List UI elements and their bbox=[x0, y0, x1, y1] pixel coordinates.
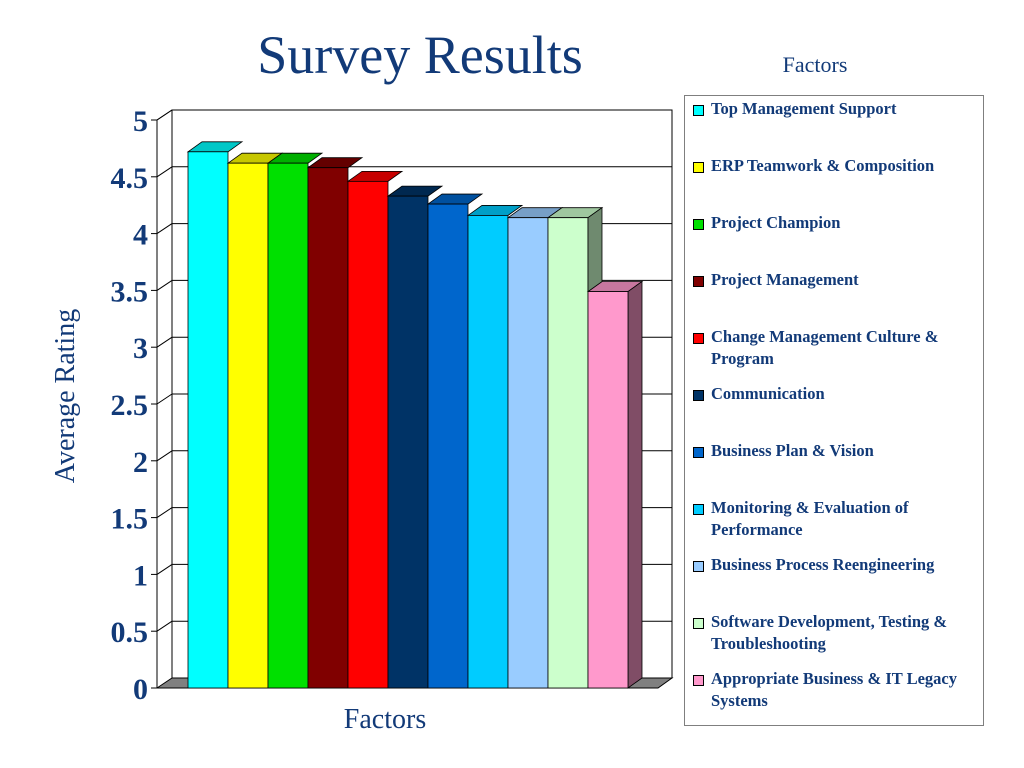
bar bbox=[546, 207, 604, 689]
legend-label: Software Development, Testing & Troubles… bbox=[711, 612, 948, 653]
bar bbox=[466, 205, 524, 689]
gridline-depth bbox=[156, 109, 173, 121]
bar-front bbox=[387, 195, 429, 689]
bar-front bbox=[507, 217, 549, 689]
bar-front bbox=[467, 215, 509, 689]
bars bbox=[186, 141, 644, 689]
bar bbox=[586, 280, 644, 689]
legend-item: Monitoring & Evaluation of Performance bbox=[693, 497, 979, 554]
chart-title: Survey Results bbox=[257, 25, 583, 85]
legend-label: Appropriate Business & IT Legacy Systems bbox=[711, 669, 958, 710]
bar-front bbox=[267, 162, 309, 689]
legend-swatch bbox=[693, 675, 704, 686]
legend-item: Communication bbox=[693, 383, 979, 440]
y-tick-label: 5 bbox=[133, 105, 148, 138]
y-tick-label: 3 bbox=[133, 332, 148, 365]
y-tick-label: 0.5 bbox=[111, 616, 149, 649]
legend-swatch bbox=[693, 219, 704, 230]
bar bbox=[386, 185, 444, 689]
legend-label: Project Champion bbox=[711, 213, 841, 232]
bar bbox=[346, 170, 404, 689]
bar-front bbox=[227, 162, 269, 689]
bar-front bbox=[347, 180, 389, 689]
bar bbox=[426, 193, 484, 689]
legend-swatch bbox=[693, 561, 704, 572]
legend-label: Monitoring & Evaluation of Performance bbox=[711, 498, 909, 539]
legend-label: ERP Teamwork & Composition bbox=[711, 156, 935, 175]
bar-front bbox=[427, 203, 469, 689]
legend-swatch bbox=[693, 333, 704, 344]
legend: Top Management Support ERP Teamwork & Com… bbox=[684, 95, 984, 726]
bar-front bbox=[547, 217, 589, 689]
gridline-depth bbox=[156, 223, 173, 235]
bar bbox=[266, 152, 324, 689]
legend-item: Change Management Culture & Program bbox=[693, 326, 979, 383]
legend-swatch bbox=[693, 618, 704, 629]
legend-label: Change Management Culture & Program bbox=[711, 327, 939, 368]
bar bbox=[226, 152, 284, 689]
legend-swatch bbox=[693, 504, 704, 515]
y-tick-label: 1.5 bbox=[111, 503, 149, 536]
legend-label: Communication bbox=[711, 384, 825, 403]
legend-title: Factors bbox=[782, 52, 848, 77]
legend-label: Business Process Reengineering bbox=[711, 555, 935, 574]
y-tick-label: 2.5 bbox=[111, 389, 149, 422]
y-axis: 0 0.5 1 1.5 2 2.5 3 3.5 4 4.5 5 bbox=[111, 105, 157, 706]
legend-swatch bbox=[693, 390, 704, 401]
legend-item: Business Plan & Vision bbox=[693, 440, 979, 497]
legend-swatch bbox=[693, 276, 704, 287]
y-tick-label: 1 bbox=[133, 559, 148, 592]
y-tick-label: 4.5 bbox=[111, 162, 149, 195]
legend-item: ERP Teamwork & Composition bbox=[693, 155, 979, 212]
gridline-depth bbox=[156, 450, 173, 462]
legend-item: Project Management bbox=[693, 269, 979, 326]
y-tick-label: 0 bbox=[133, 673, 148, 706]
bar-side bbox=[587, 206, 603, 293]
x-axis-title: Factors bbox=[344, 704, 426, 735]
legend-label: Business Plan & Vision bbox=[711, 441, 874, 460]
bar-front bbox=[187, 151, 229, 689]
legend-swatch bbox=[693, 162, 704, 173]
bar-side bbox=[627, 280, 643, 689]
bar-front bbox=[307, 167, 349, 689]
gridline-depth bbox=[156, 279, 173, 291]
y-tick-label: 4 bbox=[133, 219, 148, 252]
legend-label: Top Management Support bbox=[711, 99, 897, 118]
gridline-depth bbox=[156, 563, 173, 575]
legend-swatch bbox=[693, 105, 704, 116]
gridline-depth bbox=[156, 393, 173, 405]
gridline-depth bbox=[156, 620, 173, 632]
bar-chart: 0 0.5 1 1.5 2 2.5 3 3.5 4 4.5 5 Average Rating Fac… bbox=[50, 105, 674, 735]
y-tick-label: 3.5 bbox=[111, 275, 149, 308]
y-tick-label: 2 bbox=[133, 446, 148, 479]
bar bbox=[506, 207, 564, 689]
gridline-depth bbox=[156, 507, 173, 519]
legend-item: Business Process Reengineering bbox=[693, 554, 979, 611]
gridline-depth bbox=[156, 336, 173, 348]
gridline-depth bbox=[156, 166, 173, 178]
bar-front bbox=[587, 291, 629, 689]
legend-label: Project Management bbox=[711, 270, 859, 289]
bar bbox=[186, 141, 244, 689]
legend-item: Software Development, Testing & Troubles… bbox=[693, 611, 979, 668]
legend-item: Appropriate Business & IT Legacy Systems bbox=[693, 668, 979, 725]
bar bbox=[306, 157, 364, 689]
y-axis-title: Average Rating bbox=[50, 309, 81, 483]
legend-item: Project Champion bbox=[693, 212, 979, 269]
legend-item: Top Management Support bbox=[693, 98, 979, 155]
legend-swatch bbox=[693, 447, 704, 458]
